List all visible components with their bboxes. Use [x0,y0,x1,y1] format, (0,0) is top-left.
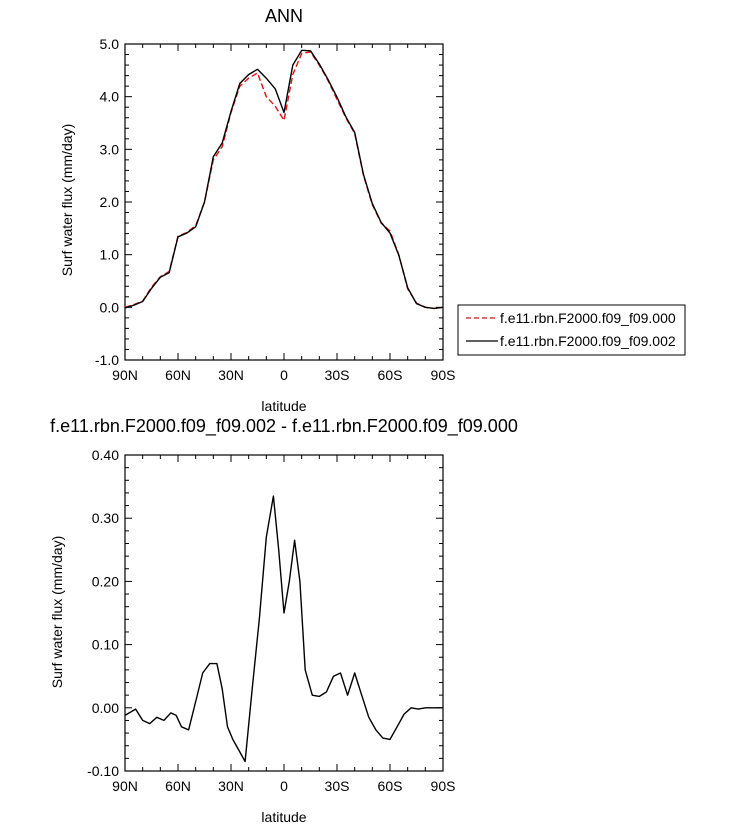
top-x-tick-label: 0 [280,367,288,383]
top-y-tick-label: -1.0 [95,352,119,368]
top-x-axis-label: latitude [261,398,306,414]
top-y-tick-label: 4.0 [100,89,120,105]
legend-entry-series-000: f.e11.rbn.F2000.f09_f09.000 [500,310,676,326]
bottom-chart-title: f.e11.rbn.F2000.f09_f09.002 - f.e11.rbn.… [50,416,518,437]
top-plot-frame [124,43,444,361]
bottom-y-tick-label: -0.10 [87,763,119,779]
top-series-line-0 [124,51,444,310]
bottom-x-tick-label: 90N [112,778,138,794]
bottom-series-line-0 [124,495,443,763]
top-x-tick-label: 60N [165,367,191,383]
bottom-x-tick-label: 60S [378,778,403,794]
bottom-y-axis-label: Surf water flux (mm/day) [49,536,65,688]
bottom-x-tick-label: 30S [325,778,350,794]
bottom-y-tick-label: 0.00 [92,700,119,716]
bottom-plot-area: 90N 60N 30N 0 30S 60S 90S -0.10 0.00 0.10 0.20 0.30… [87,447,455,794]
legend-entry-series-002: f.e11.rbn.F2000.f09_f09.002 [500,333,676,349]
top-chart-title: ANN [265,6,303,26]
bottom-x-tick-label: 60N [165,778,191,794]
bottom-x-tick-label: 30N [218,778,244,794]
bottom-x-tick-label: 90S [431,778,456,794]
bottom-y-tick-label: 0.20 [92,573,119,589]
top-x-tick-label: 90N [112,367,138,383]
top-x-tick-label: 30N [218,367,244,383]
bottom-x-tick-label: 0 [280,778,288,794]
top-x-tick-label: 30S [325,367,350,383]
top-y-tick-label: 3.0 [100,141,120,157]
top-x-tick-label: 60S [378,367,403,383]
top-x-tick-label: 90S [431,367,456,383]
top-y-tick-label: 1.0 [100,247,120,263]
legend: f.e11.rbn.F2000.f09_f09.000 f.e11.rbn.F2… [457,304,686,356]
bottom-y-tick-label: 0.10 [92,637,119,653]
top-y-axis-label: Surf water flux (mm/day) [59,124,75,276]
bottom-panel: f.e11.rbn.F2000.f09_f09.002 - f.e11.rbn.… [49,416,518,825]
top-series-line-1 [124,49,444,310]
top-y-tick-label: 5.0 [100,36,120,52]
top-plot-area: 90N 60N 30N 0 30S 60S 90S -1.0 0.0 1.0 2.0 3.0 4.0 5.… [95,36,456,383]
bottom-x-axis-label: latitude [261,809,306,825]
bottom-y-tick-label: 0.40 [92,447,119,463]
top-y-tick-label: 0.0 [100,299,120,315]
bottom-y-tick-label: 0.30 [92,510,119,526]
legend-box [457,304,686,356]
top-panel: ANN 90N 60N 30N 0 30S 60S 90S -1.0 0.0 1.0 2.0 3.0 4… [59,6,686,414]
top-y-tick-label: 2.0 [100,194,120,210]
